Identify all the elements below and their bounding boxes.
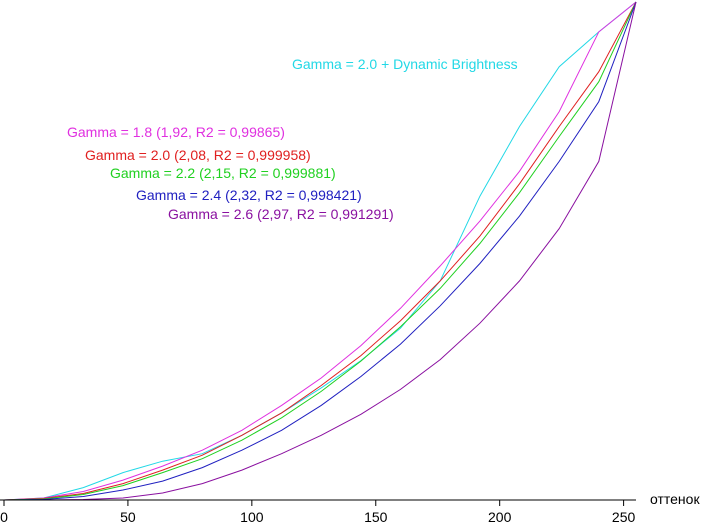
x-tick-label: 150 xyxy=(364,509,388,525)
series-line-2 xyxy=(3,1,637,501)
legend-entry-6: Gamma = 2.6 (2,97, R2 = 0,991291) xyxy=(168,206,394,222)
series-layer xyxy=(3,1,637,501)
series-line-3 xyxy=(3,1,637,501)
series-line-5 xyxy=(3,1,637,501)
series-line-1 xyxy=(3,1,637,501)
legend: Gamma = 2.0 + Dynamic Brightness Gamma = … xyxy=(67,56,518,222)
series-line-6 xyxy=(4,1,637,501)
legend-entry-2: Gamma = 1.8 (1,92, R2 = 0,99865) xyxy=(67,124,285,140)
legend-entry-1: Gamma = 2.0 + Dynamic Brightness xyxy=(292,56,518,72)
x-tick-label: 100 xyxy=(240,509,264,525)
x-axis-label: оттенок xyxy=(650,491,700,507)
legend-entry-3: Gamma = 2.0 (2,08, R2 = 0,999958) xyxy=(85,147,311,163)
x-tick-label: 200 xyxy=(488,509,512,525)
legend-entry-4: Gamma = 2.2 (2,15, R2 = 0,999881) xyxy=(110,165,336,181)
x-tick-label: 250 xyxy=(612,509,636,525)
x-tick-label: 0 xyxy=(0,509,8,525)
legend-entry-5: Gamma = 2.4 (2,32, R2 = 0,998421) xyxy=(136,187,362,203)
series-line-4 xyxy=(3,1,637,501)
x-tick-label: 50 xyxy=(120,509,136,525)
x-ticks: 0 50 100 150 200 250 xyxy=(0,500,636,525)
x-axis: 0 50 100 150 200 250 оттенок xyxy=(0,491,700,525)
